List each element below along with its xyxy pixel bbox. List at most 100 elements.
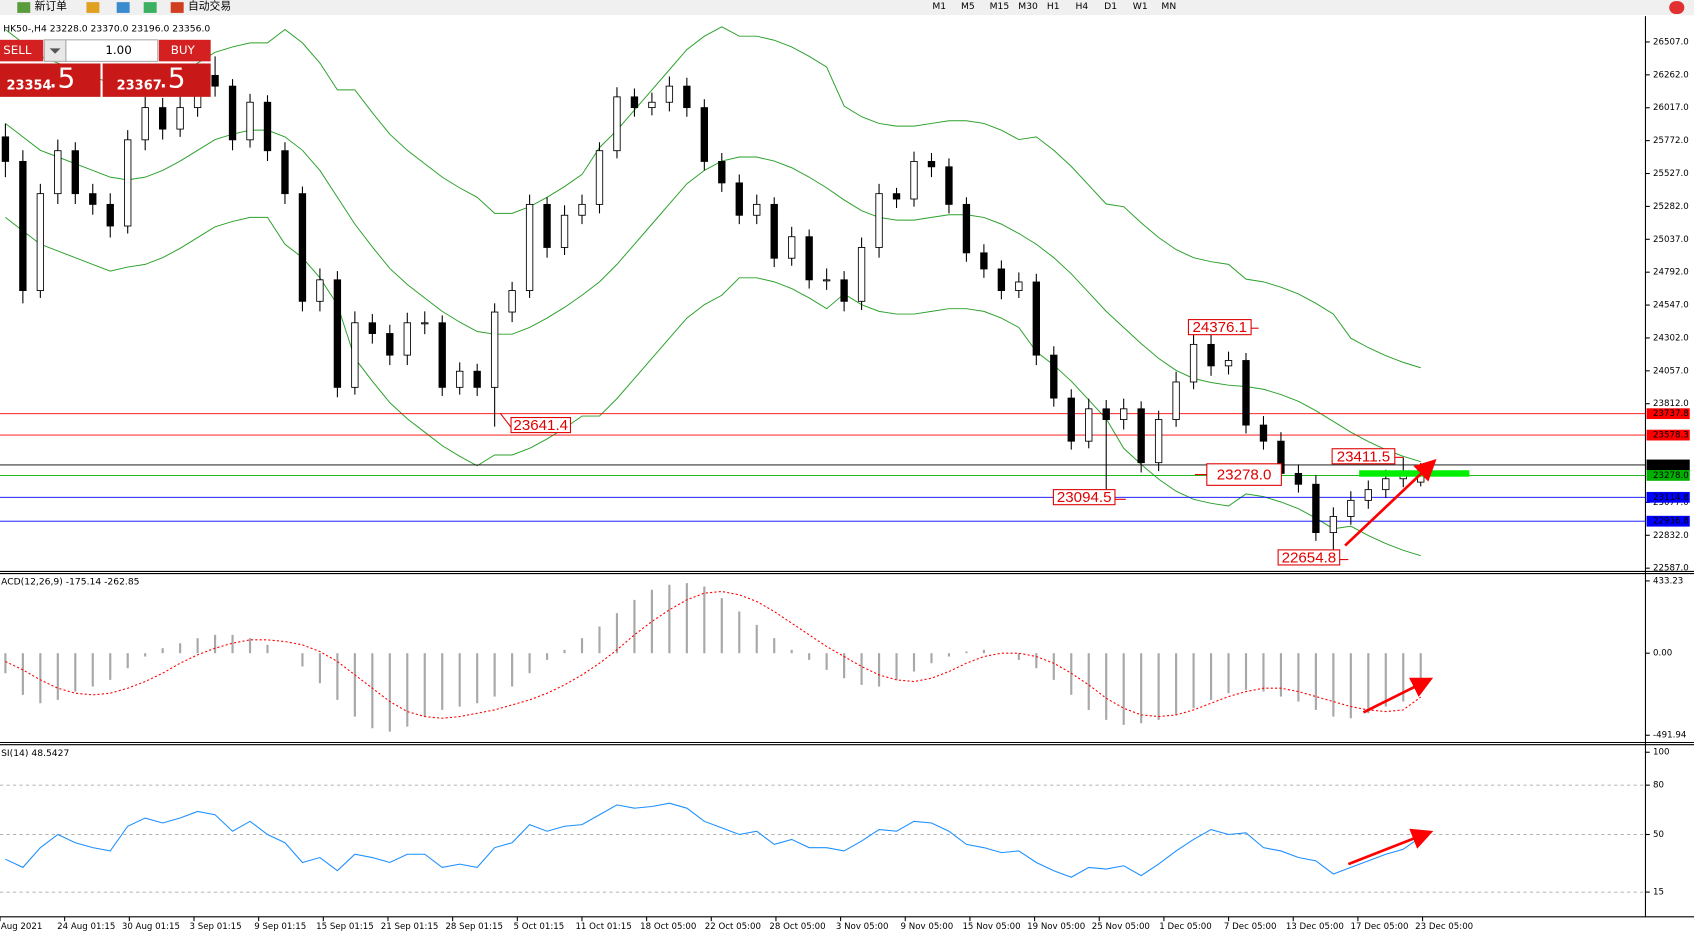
- candle-body: [1294, 472, 1303, 485]
- time-label: 24 Aug 01:15: [57, 922, 115, 932]
- candle-body: [1224, 360, 1233, 367]
- time-label: 9 Sep 01:15: [254, 922, 306, 932]
- rsi-tick-label: 80: [1653, 781, 1664, 791]
- sell-button[interactable]: [0, 39, 44, 62]
- rsi-line: [5, 802, 1422, 878]
- candle-body: [543, 203, 551, 248]
- candle-body: [1, 136, 10, 162]
- candle-body: [490, 311, 499, 388]
- auto-trading-icon[interactable]: [170, 2, 184, 13]
- rsi-label: SI(14) 48.5427: [1, 748, 69, 759]
- annotation-box: [1052, 489, 1116, 506]
- trend-arrow: [1362, 677, 1434, 714]
- candle-body: [700, 107, 709, 162]
- candle-body: [753, 203, 761, 216]
- candle-body: [298, 193, 307, 302]
- time-label: 25 Nov 05:00: [1092, 922, 1150, 932]
- price-level-label: 23114.8: [1653, 493, 1689, 503]
- candle-body: [351, 322, 359, 388]
- macd-tick-label: -491.94: [1653, 731, 1686, 741]
- sell-label: SELL: [3, 43, 32, 57]
- sell-price: 23354: [6, 79, 51, 94]
- candle-body: [438, 322, 446, 388]
- price-tick-label: 22587.0: [1653, 564, 1689, 574]
- timeframe-button[interactable]: MN: [1161, 1, 1176, 12]
- price-level-label: 23356.0: [1653, 460, 1689, 470]
- timeframe-button[interactable]: M30: [1018, 1, 1038, 12]
- new-order-icon[interactable]: [17, 2, 31, 13]
- timeframe-button[interactable]: D1: [1104, 1, 1117, 12]
- candle-body: [176, 107, 184, 130]
- sell-price-box[interactable]: [0, 63, 101, 97]
- price-tick-label: 23077.0: [1653, 498, 1689, 508]
- time-label: 30 Aug 01:15: [122, 922, 180, 932]
- timeframe-bar: M1 M5 M15 M30 H1 H4 D1 W1 MN: [932, 1, 1176, 12]
- candle-body: [263, 101, 272, 152]
- candle-body: [333, 279, 342, 388]
- buy-button[interactable]: [158, 39, 211, 62]
- timeframe-button[interactable]: M5: [961, 1, 975, 12]
- time-label: 3 Nov 05:00: [836, 922, 889, 932]
- candle-body: [456, 370, 464, 388]
- candle-body: [473, 370, 481, 388]
- annotation-label: 22654.8: [1282, 549, 1337, 566]
- axes: 26507.0 26262.0 26017.0 25772.0 25527.0 25282…: [0, 37, 1690, 932]
- candle-body: [980, 252, 988, 270]
- macd-label: ACD(12,26,9) -175.14 -262.85: [1, 577, 140, 588]
- toolbar-icon[interactable]: [143, 2, 157, 13]
- time-label: 9 Nov 05:00: [901, 922, 954, 932]
- macd-panel: [4, 583, 1422, 732]
- candle-body: [1137, 408, 1145, 464]
- annotation-label: 23411.5: [1337, 448, 1390, 465]
- candle-body: [718, 161, 726, 184]
- time-label: 17 Dec 05:00: [1350, 922, 1408, 932]
- price-level-tag: [1646, 491, 1690, 503]
- time-label: 7 Dec 05:00: [1224, 922, 1277, 932]
- lots-input[interactable]: [65, 39, 159, 62]
- candle-body: [875, 193, 883, 248]
- price-tick-label: 26262.0: [1653, 70, 1689, 80]
- price-tick-label: 25282.0: [1653, 202, 1689, 212]
- buy-price-box[interactable]: [102, 63, 211, 97]
- macd-tick-label: 433.23: [1653, 576, 1683, 586]
- rsi-panel: [0, 784, 1646, 893]
- alert-icon[interactable]: [1669, 1, 1685, 14]
- auto-trading-button[interactable]: 自动交易: [188, 0, 231, 12]
- time-label: 22 Oct 05:00: [705, 922, 761, 932]
- timeframe-button[interactable]: W1: [1133, 1, 1148, 12]
- price-level-tag: [1646, 429, 1690, 441]
- rsi-tick-label: 50: [1653, 830, 1664, 840]
- new-order-button[interactable]: 新订单: [35, 0, 68, 12]
- timeframe-button[interactable]: M15: [990, 1, 1010, 12]
- price-tick-label: 22832.0: [1653, 531, 1689, 541]
- price-tick-label: 25037.0: [1653, 235, 1689, 245]
- candle-body: [1085, 408, 1093, 442]
- candle-body: [560, 214, 569, 248]
- timeframe-button[interactable]: H1: [1047, 1, 1060, 12]
- candle-body: [665, 85, 674, 103]
- annotation-label: 23641.4: [513, 417, 568, 434]
- candle-body: [106, 203, 114, 227]
- candle-body: [386, 333, 394, 356]
- sell-price-fraction: .5: [49, 62, 76, 95]
- candle-body: [1329, 516, 1338, 534]
- time-label: 3 Sep 01:15: [190, 922, 242, 932]
- toolbar-icon[interactable]: [86, 2, 100, 13]
- time-label: 13 Dec 05:00: [1286, 922, 1344, 932]
- symbol-label: HK50-,H4: [3, 24, 47, 35]
- price-tick-label: 25772.0: [1653, 136, 1689, 146]
- timeframe-button[interactable]: H4: [1076, 1, 1089, 12]
- ohlc-label: 23228.0 23370.0 23196.0 23356.0: [50, 24, 211, 35]
- time-label: 23 Dec 05:00: [1415, 922, 1473, 932]
- candle-body: [1364, 489, 1372, 501]
- dropdown-arrow: [49, 48, 61, 54]
- time-label: 15 Sep 01:15: [316, 922, 374, 932]
- buy-price: 23367: [117, 79, 162, 94]
- bollinger-upper: [5, 26, 1421, 369]
- toolbar-icon[interactable]: [116, 2, 130, 13]
- candle-body: [630, 96, 639, 109]
- candle-body: [840, 279, 848, 302]
- candle-body: [927, 161, 936, 168]
- timeframe-button[interactable]: M1: [932, 1, 946, 12]
